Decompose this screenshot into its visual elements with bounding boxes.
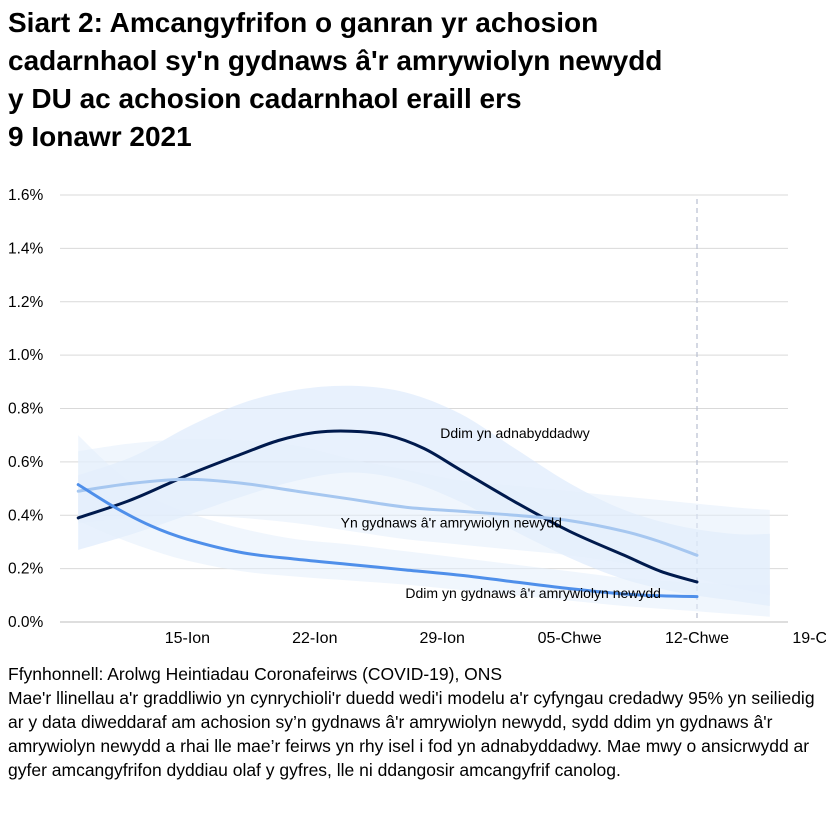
chart-title-line-4: 9 Ionawr 2021 — [8, 121, 192, 152]
series-labels: Ddim yn adnabyddadwy Yn gydnaws â'r amryw… — [341, 425, 661, 601]
y-tick-label: 0.6% — [8, 454, 44, 471]
series-line — [76, 477, 699, 557]
line-chart: 0.0% 0.2% 0.4% 0.6% 0.8% 1.0% 1.2% 1.4% 1.6% 15-… — [8, 187, 826, 647]
chart-title-line-3: y DU ac achosion cadarnhaol eraill ers — [8, 83, 522, 114]
credible-interval-band — [78, 435, 770, 617]
note-text: Mae'r llinellau a'r graddliwio yn cynryc… — [8, 688, 815, 780]
y-tick-label: 0.2% — [8, 561, 44, 578]
series-label: Ddim yn gydnaws â'r amrywiolyn newydd — [405, 585, 661, 601]
chart-notes: Ffynhonnell: Arolwg Heintiadau Coronafei… — [8, 662, 823, 782]
y-axis: 0.0% 0.2% 0.4% 0.6% 0.8% 1.0% 1.2% 1.4% 1.6% — [8, 187, 44, 631]
y-tick-label: 0.0% — [8, 614, 44, 631]
y-tick-label: 1.6% — [8, 187, 44, 204]
credible-interval-bands — [78, 385, 770, 617]
x-tick-label: 05-Chwe — [538, 630, 602, 647]
y-tick-label: 1.4% — [8, 240, 44, 257]
series-label: Yn gydnaws â'r amrywiolyn newydd — [341, 514, 562, 530]
series-line — [76, 483, 699, 599]
chart-title: Siart 2: Amcangyfrifon o ganran yr achos… — [8, 4, 818, 156]
source-text: Ffynhonnell: Arolwg Heintiadau Coronafei… — [8, 664, 503, 684]
y-tick-label: 0.4% — [8, 507, 44, 524]
y-tick-label: 0.8% — [8, 401, 44, 418]
x-tick-label: 29-Ion — [420, 630, 465, 647]
series-label: Ddim yn adnabyddadwy — [440, 425, 589, 441]
series-lines — [76, 429, 699, 599]
x-tick-label: 15-Ion — [165, 630, 210, 647]
y-tick-label: 1.0% — [8, 347, 44, 364]
x-tick-label: 22-Ion — [292, 630, 337, 647]
chart-title-line-2: cadarnhaol sy'n gydnaws â'r amrywiolyn n… — [8, 45, 663, 76]
credible-interval-band — [78, 439, 770, 596]
x-tick-label: 19-Chwe — [792, 630, 826, 647]
chart-title-line-1: Siart 2: Amcangyfrifon o ganran yr achos… — [8, 7, 599, 38]
x-tick-label: 12-Chwe — [665, 630, 729, 647]
series-line — [76, 429, 699, 584]
x-axis: 15-Ion 22-Ion 29-Ion 05-Chwe 12-Chwe 19-Chwe — [165, 630, 826, 647]
y-tick-label: 1.2% — [8, 294, 44, 311]
